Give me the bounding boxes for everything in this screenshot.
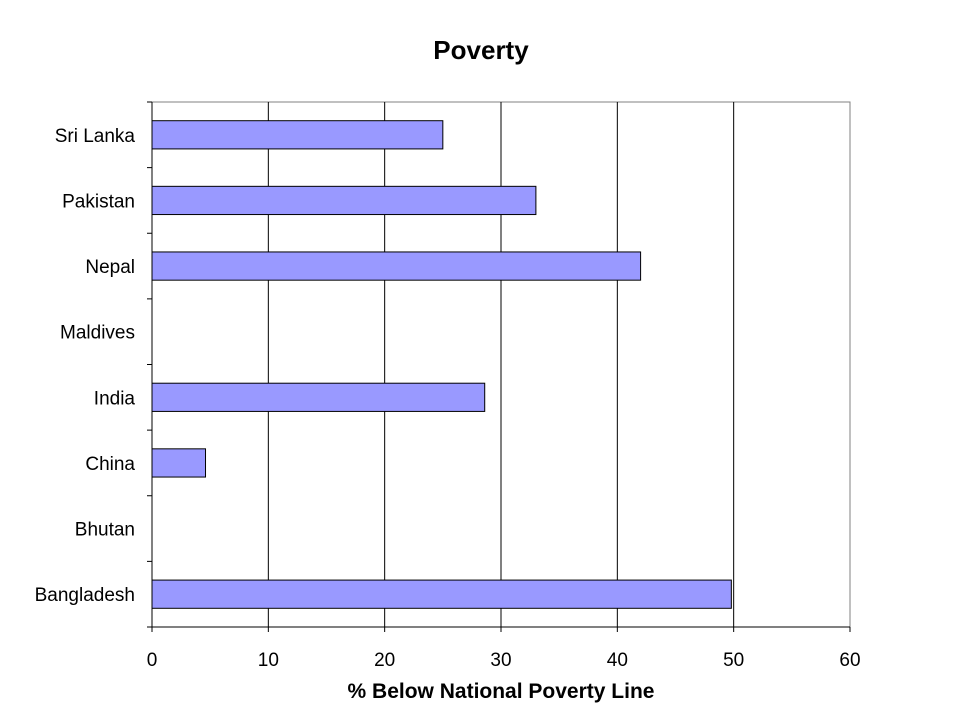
y-tick-label-nepal: Nepal <box>85 257 135 278</box>
chart-title: Poverty <box>433 35 529 65</box>
x-tick-label-60: 60 <box>839 650 860 671</box>
x-tick-label-10: 10 <box>258 650 279 671</box>
y-tick-label-maldives: Maldives <box>60 323 135 344</box>
x-tick-label-0: 0 <box>147 650 158 671</box>
bar-india <box>151 382 486 412</box>
x-tick-label-30: 30 <box>490 650 511 671</box>
x-tick-label-50: 50 <box>723 650 744 671</box>
x-tick-label-20: 20 <box>374 650 395 671</box>
y-tick-label-china: China <box>85 454 135 475</box>
bar-china <box>151 448 207 478</box>
x-axis-label: % Below National Poverty Line <box>348 680 655 703</box>
y-tick-label-pakistan: Pakistan <box>62 191 135 212</box>
y-tick-label-sri-lanka: Sri Lanka <box>55 126 136 147</box>
bar-bangladesh <box>151 579 732 609</box>
y-tick-label-bangladesh: Bangladesh <box>35 585 135 606</box>
x-tick-labels: 0 10 20 30 40 50 60 <box>147 650 861 671</box>
bar-nepal <box>151 251 642 281</box>
x-tick-label-40: 40 <box>607 650 628 671</box>
bar-pakistan <box>151 185 537 216</box>
y-tick-labels: Sri Lanka Pakistan Nepal Maldives India China… <box>35 126 136 606</box>
axes <box>147 101 851 632</box>
y-tick-label-india: India <box>94 388 136 409</box>
bar-sri-lanka <box>151 120 444 150</box>
y-tick-label-bhutan: Bhutan <box>75 520 135 541</box>
